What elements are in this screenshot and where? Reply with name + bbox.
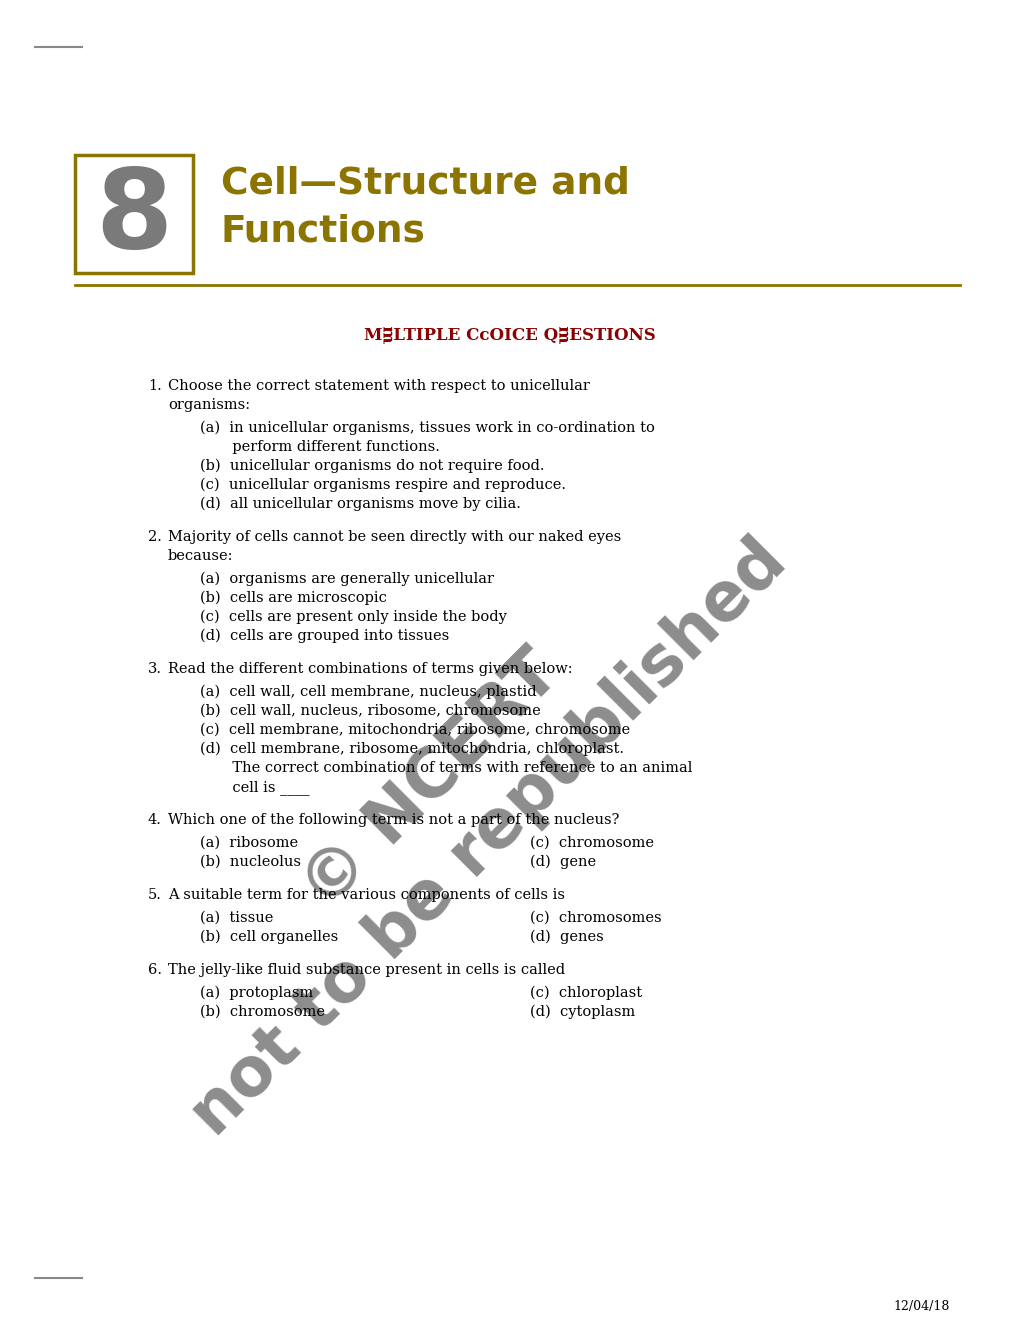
Text: 8: 8 <box>96 165 172 271</box>
Text: (c)  cell membrane, mitochondria, ribosome, chromosome: (c) cell membrane, mitochondria, ribosom… <box>200 722 630 737</box>
Text: 5.: 5. <box>148 888 162 902</box>
Text: 6.: 6. <box>148 963 162 977</box>
Text: (b)  cell organelles: (b) cell organelles <box>200 930 338 944</box>
Text: Majority of cells cannot be seen directly with our naked eyes: Majority of cells cannot be seen directl… <box>168 530 621 544</box>
Text: (d)  cell membrane, ribosome, mitochondria, chloroplast.: (d) cell membrane, ribosome, mitochondri… <box>200 742 624 757</box>
Text: perform different functions.: perform different functions. <box>200 440 439 454</box>
Text: (d)  gene: (d) gene <box>530 855 595 870</box>
Text: (d)  cytoplasm: (d) cytoplasm <box>530 1005 635 1020</box>
Text: (c)  chromosomes: (c) chromosomes <box>530 911 661 926</box>
Text: (d)  cells are grouped into tissues: (d) cells are grouped into tissues <box>200 629 448 643</box>
Text: (b)  chromosome: (b) chromosome <box>200 1005 325 1019</box>
Text: Read the different combinations of terms given below:: Read the different combinations of terms… <box>168 661 572 676</box>
Text: 1.: 1. <box>148 378 162 393</box>
Text: organisms:: organisms: <box>168 398 250 412</box>
Text: 2.: 2. <box>148 530 162 544</box>
Text: (a)  protoplasm: (a) protoplasm <box>200 985 313 1000</box>
Text: (a)  ribosome: (a) ribosome <box>200 837 298 850</box>
Text: because:: because: <box>168 548 233 563</box>
Text: The correct combination of terms with reference to an animal: The correct combination of terms with re… <box>200 761 692 776</box>
Text: A suitable term for the various components of cells is: A suitable term for the various componen… <box>168 888 565 902</box>
Text: (b)  nucleolus: (b) nucleolus <box>200 855 301 869</box>
Text: (c)  chloroplast: (c) chloroplast <box>530 985 642 1000</box>
Text: Which one of the following term is not a part of the nucleus?: Which one of the following term is not a… <box>168 813 619 827</box>
Text: 12/04/18: 12/04/18 <box>893 1300 949 1313</box>
Text: (a)  organisms are generally unicellular: (a) organisms are generally unicellular <box>200 572 493 587</box>
Text: (a)  in unicellular organisms, tissues work in co-ordination to: (a) in unicellular organisms, tissues wo… <box>200 421 654 436</box>
Text: (b)  cells are microscopic: (b) cells are microscopic <box>200 591 386 606</box>
Text: (c)  cells are present only inside the body: (c) cells are present only inside the bo… <box>200 610 506 624</box>
Bar <box>75 155 193 274</box>
Text: (c)  chromosome: (c) chromosome <box>530 837 653 850</box>
Text: cell is ____: cell is ____ <box>200 780 310 795</box>
Text: (a)  tissue: (a) tissue <box>200 911 273 926</box>
Text: © NCERT
not to be republished: © NCERT not to be republished <box>120 470 799 1150</box>
Text: (a)  cell wall, cell membrane, nucleus, plastid: (a) cell wall, cell membrane, nucleus, p… <box>200 685 536 700</box>
Text: Cell—Structure and: Cell—Structure and <box>221 165 630 201</box>
Text: The jelly-like fluid substance present in cells is called: The jelly-like fluid substance present i… <box>168 963 565 977</box>
Text: (b)  cell wall, nucleus, ribosome, chromosome: (b) cell wall, nucleus, ribosome, chromo… <box>200 704 540 718</box>
Text: Functions: Functions <box>221 212 426 250</box>
Text: (b)  unicellular organisms do not require food.: (b) unicellular organisms do not require… <box>200 459 544 473</box>
Text: (d)  genes: (d) genes <box>530 930 603 944</box>
Text: (d)  all unicellular organisms move by cilia.: (d) all unicellular organisms move by ci… <box>200 497 521 511</box>
Text: (c)  unicellular organisms respire and reproduce.: (c) unicellular organisms respire and re… <box>200 478 566 493</box>
Text: 3.: 3. <box>148 661 162 676</box>
Text: Choose the correct statement with respect to unicellular: Choose the correct statement with respec… <box>168 378 589 393</box>
Text: 4.: 4. <box>148 813 162 827</box>
Text: MᴟLTIPLE CᴄOICE QᴟESTIONS: MᴟLTIPLE CᴄOICE QᴟESTIONS <box>364 327 655 344</box>
